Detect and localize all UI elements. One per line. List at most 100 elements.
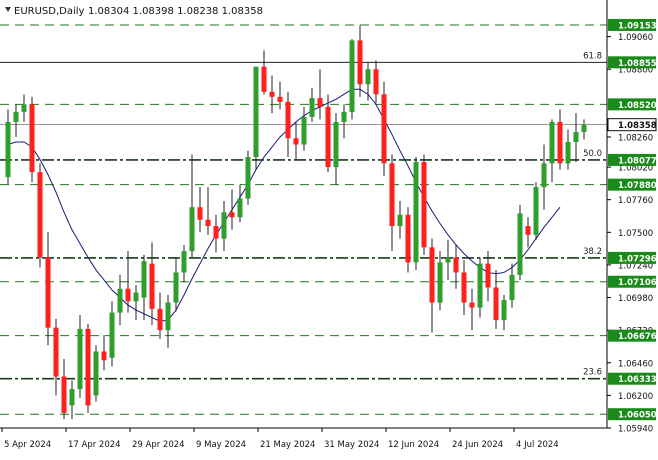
bull-candle [5, 121, 11, 178]
bull-candle [13, 111, 19, 122]
time-tick-label: 31 May 2024 [324, 440, 379, 450]
bull-candle [93, 351, 99, 396]
ohlc-values: 1.08304 1.08398 1.08238 1.08358 [88, 6, 263, 17]
bear-candle [317, 98, 323, 107]
bull-candle [141, 261, 147, 298]
bear-candle [157, 308, 163, 331]
chart-header: EURUSD,Daily 1.08304 1.08398 1.08238 1.0… [5, 6, 263, 17]
bull-candle [333, 121, 339, 168]
bear-candle [325, 106, 331, 168]
bull-candle [437, 262, 443, 303]
price-level-label: 1.08358 [618, 121, 657, 131]
dropdown-triangle-icon[interactable] [5, 7, 11, 12]
price-tick-label: 1.07500 [618, 229, 653, 239]
price-tick-label: 1.06460 [618, 359, 653, 369]
price-level-label: 1.08520 [618, 101, 657, 111]
bull-candle [509, 274, 515, 301]
bear-candle [29, 104, 35, 173]
price-level-box [608, 251, 656, 264]
bull-candle [533, 187, 539, 235]
price-tick-label: 1.06980 [618, 294, 653, 304]
price-level-box [608, 178, 656, 191]
time-tick-label: 12 Jun 2024 [388, 440, 439, 450]
bear-candle [197, 207, 203, 220]
bear-candle [389, 163, 395, 227]
price-tick-label: 1.07240 [618, 261, 653, 271]
price-level-label: 1.07296 [618, 254, 657, 264]
price-tick-label: 1.07760 [618, 196, 653, 206]
bear-candle [357, 40, 363, 85]
time-tick-label: 17 Apr 2024 [68, 440, 121, 450]
bear-candle [61, 376, 67, 413]
bear-candle [261, 66, 267, 92]
price-tick-label: 1.06200 [618, 392, 653, 402]
bear-candle [381, 94, 387, 164]
price-tick-label: 1.08800 [618, 66, 653, 76]
bull-candle [581, 124, 587, 132]
bull-candle [397, 214, 403, 227]
bull-candle [573, 131, 579, 142]
fib-label: 50.0 [583, 149, 602, 159]
bull-candle [77, 328, 83, 390]
bull-candle [549, 121, 555, 164]
bull-candle [21, 104, 27, 112]
time-tick-label: 4 Jul 2024 [516, 440, 559, 450]
price-level-label: 1.07106 [618, 278, 657, 288]
price-level-label: 1.06050 [618, 411, 657, 421]
price-level-box [608, 18, 656, 31]
bull-candle [237, 198, 243, 218]
bull-candle [565, 141, 571, 164]
bear-candle [125, 288, 131, 302]
bull-candle [365, 69, 371, 85]
bear-candle [421, 162, 427, 248]
bull-candle [253, 66, 259, 158]
bear-candle [85, 328, 91, 406]
bear-candle [525, 226, 531, 235]
bull-candle [181, 251, 187, 273]
bull-candle [133, 292, 139, 302]
fib-label: 61.8 [583, 51, 602, 61]
bear-candle [429, 247, 435, 303]
bear-candle [453, 257, 459, 273]
price-tick-label: 1.08260 [618, 133, 653, 143]
price-level-box [608, 275, 656, 288]
time-tick-label: 24 Jun 2024 [452, 440, 503, 450]
bull-candle [445, 257, 451, 263]
time-tick-label: 21 May 2024 [260, 440, 315, 450]
bull-candle [477, 263, 483, 308]
fib-label: 23.6 [583, 368, 602, 378]
bear-candle [205, 219, 211, 227]
bull-candle [109, 312, 115, 358]
price-level-box [608, 56, 656, 69]
time-tick-label: 9 May 2024 [196, 440, 246, 450]
bull-candle [341, 111, 347, 122]
bear-candle [269, 91, 275, 97]
price-level-box [608, 372, 656, 385]
bear-candle [461, 272, 467, 303]
bull-candle [501, 300, 507, 321]
fib-label: 38.2 [583, 247, 602, 257]
moving-average-line [7, 88, 561, 322]
moving-average [7, 88, 561, 322]
price-level-label: 1.08855 [618, 59, 657, 69]
price-tick-label: 1.09060 [618, 33, 653, 43]
time-tick-label: 29 Apr 2024 [132, 440, 185, 450]
bull-candle [349, 40, 355, 112]
bear-candle [373, 69, 379, 95]
bull-candle [413, 162, 419, 263]
level-lines: 61.8 50.0 38.2 23.6 [0, 24, 607, 415]
bull-candle [301, 116, 307, 145]
bull-candle [69, 389, 75, 406]
bull-candle [221, 212, 227, 239]
price-level-label: 1.06333 [618, 375, 657, 385]
bear-candle [277, 96, 283, 102]
price-level-label: 1.09153 [618, 21, 657, 31]
bear-candle [557, 121, 563, 164]
bull-candle [117, 288, 123, 313]
bull-candle [165, 302, 171, 331]
bear-candle [101, 351, 107, 361]
bull-candle [517, 213, 523, 275]
